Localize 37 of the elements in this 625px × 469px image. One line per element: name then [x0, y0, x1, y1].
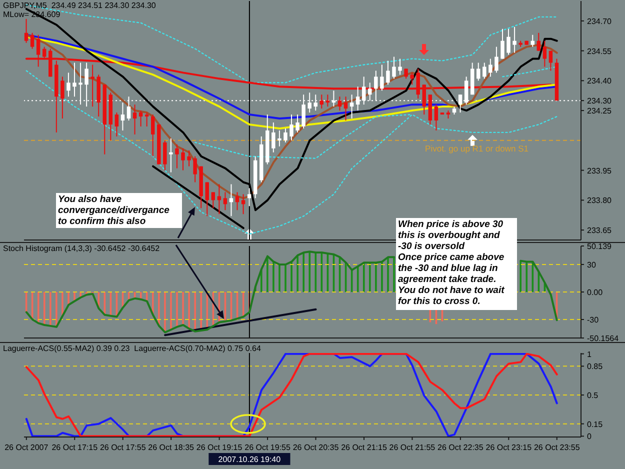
- x-tick-label: 26 Oct 21:15: [341, 443, 388, 452]
- chart-title: Stoch Histogram (14,3,3) -30.6452 -30.6452: [3, 244, 160, 253]
- y-tick-label: 234.40: [587, 76, 612, 86]
- y-tick-label: 234.70: [587, 16, 612, 26]
- y-tick-label: 50.139: [587, 242, 612, 251]
- x-tick-label: 26 Oct 18:35: [148, 443, 195, 452]
- y-tick-label: 234.30: [587, 96, 612, 106]
- chart-title: Laguerre-ACS(0.55-MA2) 0.39 0.23 Laguerre-ACS(0.70-MA2) 0.75 0.64: [3, 344, 261, 353]
- chart-title: GBPJPY,M5 234.49 234.51 234.30 234.30: [3, 1, 156, 10]
- y-tick-label: -50.1564: [587, 334, 620, 343]
- x-tick-label: 26 Oct 2007: [4, 443, 49, 452]
- y-tick-label: 0.00: [587, 288, 604, 297]
- y-tick-label: 234.55: [587, 46, 612, 56]
- y-tick-label: 0.85: [587, 362, 604, 372]
- x-tick-label: 26 Oct 17:55: [100, 443, 146, 452]
- y-tick-label: -30: [587, 316, 600, 325]
- y-tick-label: 1: [587, 350, 592, 359]
- y-tick-label: 233.80: [587, 196, 612, 206]
- annotation: When price is above 30 this is overbought and -30 is oversold Once price came above the -30 and blue lag in agreement take trade. You do not have to wait for this to cross 0.: [396, 218, 517, 310]
- x-tick-label: 26 Oct 23:55: [534, 443, 580, 452]
- x-tick-label: 26 Oct 19:15: [196, 443, 243, 452]
- x-tick-label: 26 Oct 21:55: [389, 443, 436, 452]
- x-tick-label: 26 Oct 19:55: [244, 443, 291, 452]
- y-tick-label: 233.65: [587, 226, 612, 236]
- y-tick-label: 0.15: [587, 420, 604, 429]
- ref-line-label: Pivot. go up R1 or down S1: [425, 143, 529, 154]
- x-tick-label: 26 Oct 22:35: [438, 443, 484, 452]
- x-tick-label: 26 Oct 23:15: [486, 443, 532, 452]
- y-tick-label: 234.25: [587, 106, 612, 116]
- y-tick-label: 0.5: [587, 391, 599, 400]
- x-tick-label: 26 Oct 17:15: [52, 443, 98, 452]
- x-tick-label: 26 Oct 20:35: [292, 443, 340, 452]
- ref-line-label: 2007.10.26 19:40: [218, 455, 282, 464]
- y-tick-label: 30: [587, 260, 596, 270]
- y-tick-label: 0: [587, 432, 592, 442]
- annotation: You also have convergance/divergance to confirm this also: [56, 193, 182, 228]
- y-tick-label: 233.95: [587, 166, 612, 176]
